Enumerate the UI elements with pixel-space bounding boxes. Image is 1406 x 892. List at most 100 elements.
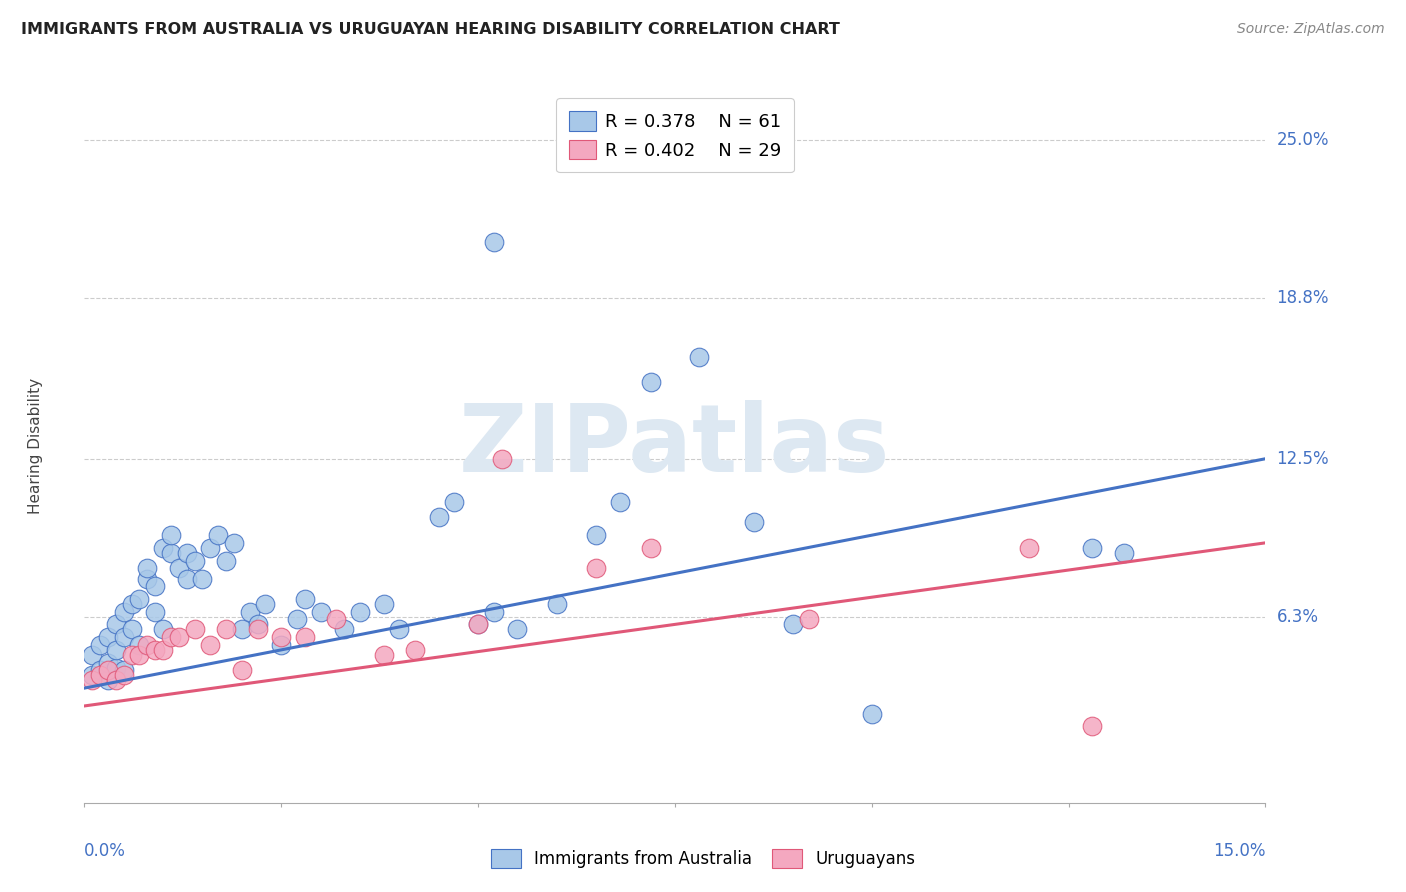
Point <box>294 630 316 644</box>
Point <box>160 630 183 644</box>
Point <box>89 668 111 682</box>
Text: 18.8%: 18.8% <box>1277 289 1329 307</box>
Point <box>200 541 222 555</box>
Point <box>160 546 183 560</box>
Point <box>215 554 238 568</box>
Point <box>467 617 489 632</box>
Point <box>270 638 292 652</box>
Point <box>89 663 111 677</box>
Point <box>112 668 135 682</box>
Point <box>797 612 820 626</box>
Point <box>82 648 104 662</box>
Point <box>152 643 174 657</box>
Point <box>246 623 269 637</box>
Point <box>82 673 104 688</box>
Text: 0.0%: 0.0% <box>84 842 127 860</box>
Point <box>491 451 513 466</box>
Point <box>128 591 150 606</box>
Point <box>373 648 395 662</box>
Point <box>1018 541 1040 555</box>
Text: 6.3%: 6.3% <box>1277 607 1319 626</box>
Point <box>143 605 166 619</box>
Point <box>688 350 710 364</box>
Point <box>112 605 135 619</box>
Point <box>285 612 308 626</box>
Point <box>1081 719 1104 733</box>
Legend: Immigrants from Australia, Uruguayans: Immigrants from Australia, Uruguayans <box>484 843 922 875</box>
Point <box>388 623 411 637</box>
Point <box>585 561 607 575</box>
Point <box>128 648 150 662</box>
Text: 15.0%: 15.0% <box>1213 842 1265 860</box>
Point <box>97 673 120 688</box>
Point <box>482 605 505 619</box>
Point <box>482 235 505 249</box>
Text: Hearing Disability: Hearing Disability <box>28 378 44 514</box>
Point <box>121 648 143 662</box>
Legend: R = 0.378    N = 61, R = 0.402    N = 29: R = 0.378 N = 61, R = 0.402 N = 29 <box>555 98 794 172</box>
Point <box>1112 546 1135 560</box>
Point <box>1081 541 1104 555</box>
Point <box>222 536 245 550</box>
Point <box>585 528 607 542</box>
Point <box>309 605 332 619</box>
Point <box>609 495 631 509</box>
Point <box>231 623 253 637</box>
Point <box>640 541 662 555</box>
Point <box>215 623 238 637</box>
Point <box>254 597 277 611</box>
Point <box>239 605 262 619</box>
Point <box>121 597 143 611</box>
Point <box>121 623 143 637</box>
Point <box>112 663 135 677</box>
Point <box>167 561 190 575</box>
Point <box>373 597 395 611</box>
Text: ZIPatlas: ZIPatlas <box>460 400 890 492</box>
Point <box>782 617 804 632</box>
Point <box>176 546 198 560</box>
Point <box>136 561 159 575</box>
Point <box>143 579 166 593</box>
Point <box>546 597 568 611</box>
Point <box>136 572 159 586</box>
Point <box>152 541 174 555</box>
Point <box>104 661 127 675</box>
Point <box>82 668 104 682</box>
Point <box>231 663 253 677</box>
Point <box>349 605 371 619</box>
Point <box>506 623 529 637</box>
Point <box>325 612 347 626</box>
Point <box>97 630 120 644</box>
Point <box>742 516 765 530</box>
Point <box>270 630 292 644</box>
Point <box>246 617 269 632</box>
Point <box>89 638 111 652</box>
Point <box>152 623 174 637</box>
Point <box>640 376 662 390</box>
Text: 12.5%: 12.5% <box>1277 450 1329 467</box>
Point <box>191 572 214 586</box>
Text: 25.0%: 25.0% <box>1277 131 1329 149</box>
Point <box>176 572 198 586</box>
Text: IMMIGRANTS FROM AUSTRALIA VS URUGUAYAN HEARING DISABILITY CORRELATION CHART: IMMIGRANTS FROM AUSTRALIA VS URUGUAYAN H… <box>21 22 839 37</box>
Point <box>183 554 205 568</box>
Point <box>200 638 222 652</box>
Point <box>136 638 159 652</box>
Point <box>112 630 135 644</box>
Point <box>167 630 190 644</box>
Point <box>443 495 465 509</box>
Point <box>97 663 120 677</box>
Point <box>207 528 229 542</box>
Point <box>294 591 316 606</box>
Point <box>160 528 183 542</box>
Point <box>860 706 883 721</box>
Point <box>427 510 450 524</box>
Point <box>104 643 127 657</box>
Point <box>333 623 356 637</box>
Point <box>404 643 426 657</box>
Point <box>104 617 127 632</box>
Point <box>467 617 489 632</box>
Point <box>183 623 205 637</box>
Text: Source: ZipAtlas.com: Source: ZipAtlas.com <box>1237 22 1385 37</box>
Point <box>143 643 166 657</box>
